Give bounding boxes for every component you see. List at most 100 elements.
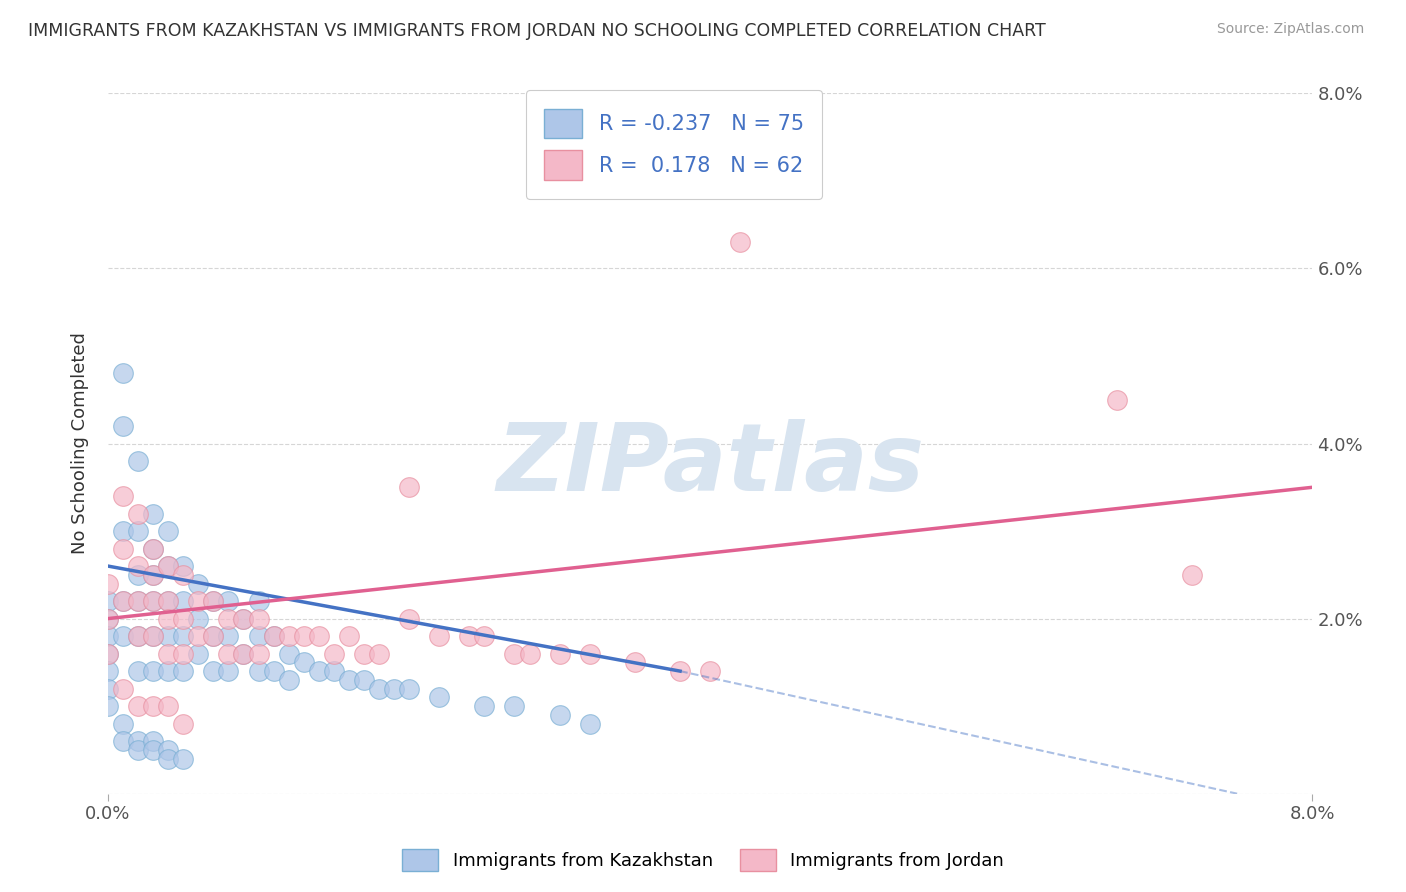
Point xyxy=(157,524,180,538)
Point xyxy=(172,559,194,574)
Point xyxy=(142,594,165,608)
Point xyxy=(172,647,194,661)
Point xyxy=(368,681,391,696)
Point xyxy=(548,707,571,722)
Point xyxy=(247,664,270,678)
Point xyxy=(578,647,600,661)
Point xyxy=(548,647,571,661)
Point xyxy=(127,507,149,521)
Point xyxy=(157,559,180,574)
Legend: R = -0.237   N = 75, R =  0.178   N = 62: R = -0.237 N = 75, R = 0.178 N = 62 xyxy=(526,90,823,199)
Point xyxy=(172,664,194,678)
Point xyxy=(202,594,225,608)
Point xyxy=(277,673,299,687)
Point xyxy=(97,699,120,714)
Point xyxy=(127,567,149,582)
Point xyxy=(217,629,239,643)
Point xyxy=(458,629,481,643)
Point xyxy=(142,629,165,643)
Point xyxy=(202,629,225,643)
Point xyxy=(142,629,165,643)
Point xyxy=(157,699,180,714)
Point xyxy=(142,567,165,582)
Point xyxy=(112,524,135,538)
Point xyxy=(172,611,194,625)
Point xyxy=(187,647,209,661)
Point xyxy=(112,367,135,381)
Point xyxy=(157,752,180,766)
Point xyxy=(247,647,270,661)
Point xyxy=(263,629,285,643)
Point xyxy=(217,594,239,608)
Point xyxy=(217,647,239,661)
Point xyxy=(217,664,239,678)
Point xyxy=(97,611,120,625)
Point xyxy=(398,611,420,625)
Point xyxy=(353,647,375,661)
Point xyxy=(97,664,120,678)
Point xyxy=(353,673,375,687)
Point xyxy=(472,629,495,643)
Point xyxy=(97,629,120,643)
Point xyxy=(127,559,149,574)
Point xyxy=(157,629,180,643)
Point xyxy=(427,629,450,643)
Point xyxy=(112,594,135,608)
Point xyxy=(112,419,135,434)
Point xyxy=(503,699,526,714)
Point xyxy=(187,629,209,643)
Point xyxy=(97,681,120,696)
Point xyxy=(112,541,135,556)
Point xyxy=(263,629,285,643)
Point xyxy=(232,611,254,625)
Point xyxy=(97,647,120,661)
Point xyxy=(97,611,120,625)
Point xyxy=(142,567,165,582)
Point xyxy=(624,656,647,670)
Point xyxy=(669,664,692,678)
Point xyxy=(112,594,135,608)
Point xyxy=(142,699,165,714)
Point xyxy=(427,690,450,705)
Point xyxy=(232,647,254,661)
Text: Source: ZipAtlas.com: Source: ZipAtlas.com xyxy=(1216,22,1364,37)
Point xyxy=(232,611,254,625)
Point xyxy=(157,594,180,608)
Point xyxy=(503,647,526,661)
Point xyxy=(127,664,149,678)
Point xyxy=(308,629,330,643)
Point xyxy=(142,541,165,556)
Point xyxy=(127,629,149,643)
Point xyxy=(232,647,254,661)
Point xyxy=(382,681,405,696)
Point xyxy=(127,734,149,748)
Point xyxy=(578,716,600,731)
Point xyxy=(1105,392,1128,407)
Legend: Immigrants from Kazakhstan, Immigrants from Jordan: Immigrants from Kazakhstan, Immigrants f… xyxy=(395,842,1011,879)
Point xyxy=(368,647,391,661)
Point xyxy=(699,664,721,678)
Point xyxy=(112,629,135,643)
Point xyxy=(247,594,270,608)
Point xyxy=(172,716,194,731)
Point xyxy=(127,699,149,714)
Point xyxy=(157,559,180,574)
Point xyxy=(519,647,541,661)
Point xyxy=(97,576,120,591)
Point xyxy=(112,734,135,748)
Point xyxy=(322,664,344,678)
Point xyxy=(202,629,225,643)
Point xyxy=(187,576,209,591)
Text: ZIPatlas: ZIPatlas xyxy=(496,418,924,510)
Point xyxy=(398,681,420,696)
Y-axis label: No Schooling Completed: No Schooling Completed xyxy=(72,333,89,555)
Point xyxy=(127,743,149,757)
Point xyxy=(142,541,165,556)
Point xyxy=(277,647,299,661)
Point xyxy=(472,699,495,714)
Point xyxy=(202,594,225,608)
Point xyxy=(730,235,752,249)
Point xyxy=(202,664,225,678)
Point xyxy=(142,507,165,521)
Point xyxy=(97,647,120,661)
